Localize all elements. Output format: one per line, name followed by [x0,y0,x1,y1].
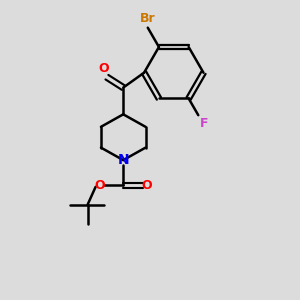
Text: O: O [98,62,109,75]
Text: O: O [142,179,152,192]
Text: F: F [200,117,208,130]
Text: Br: Br [140,12,156,25]
Text: O: O [94,179,105,192]
Text: N: N [117,153,129,167]
